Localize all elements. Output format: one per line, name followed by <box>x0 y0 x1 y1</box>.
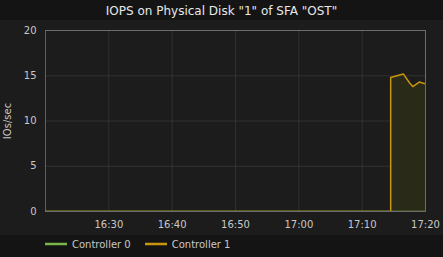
svg-text:IOs/sec: IOs/sec <box>2 103 13 139</box>
svg-text:10: 10 <box>24 115 37 126</box>
svg-text:0: 0 <box>30 206 36 217</box>
html-text:IOPS on Physical Disk "1" of S: IOPS on Physical Disk "1" of SFA "OST" <box>105 4 338 18</box>
svg-text:16:50: 16:50 <box>221 219 250 230</box>
html-text:Controller 1: Controller 1 <box>171 238 231 250</box>
svg-text:16:30: 16:30 <box>94 219 123 230</box>
html-text:Controller 0: Controller 0 <box>72 238 131 250</box>
svg-text:15: 15 <box>24 70 37 81</box>
svg-text:5: 5 <box>30 160 36 171</box>
svg-text:17:10: 17:10 <box>348 219 377 230</box>
svg-text:17:20: 17:20 <box>411 219 440 230</box>
svg-text:20: 20 <box>24 25 37 36</box>
svg-text:16:40: 16:40 <box>158 219 187 230</box>
svg-text:17:00: 17:00 <box>284 219 313 230</box>
